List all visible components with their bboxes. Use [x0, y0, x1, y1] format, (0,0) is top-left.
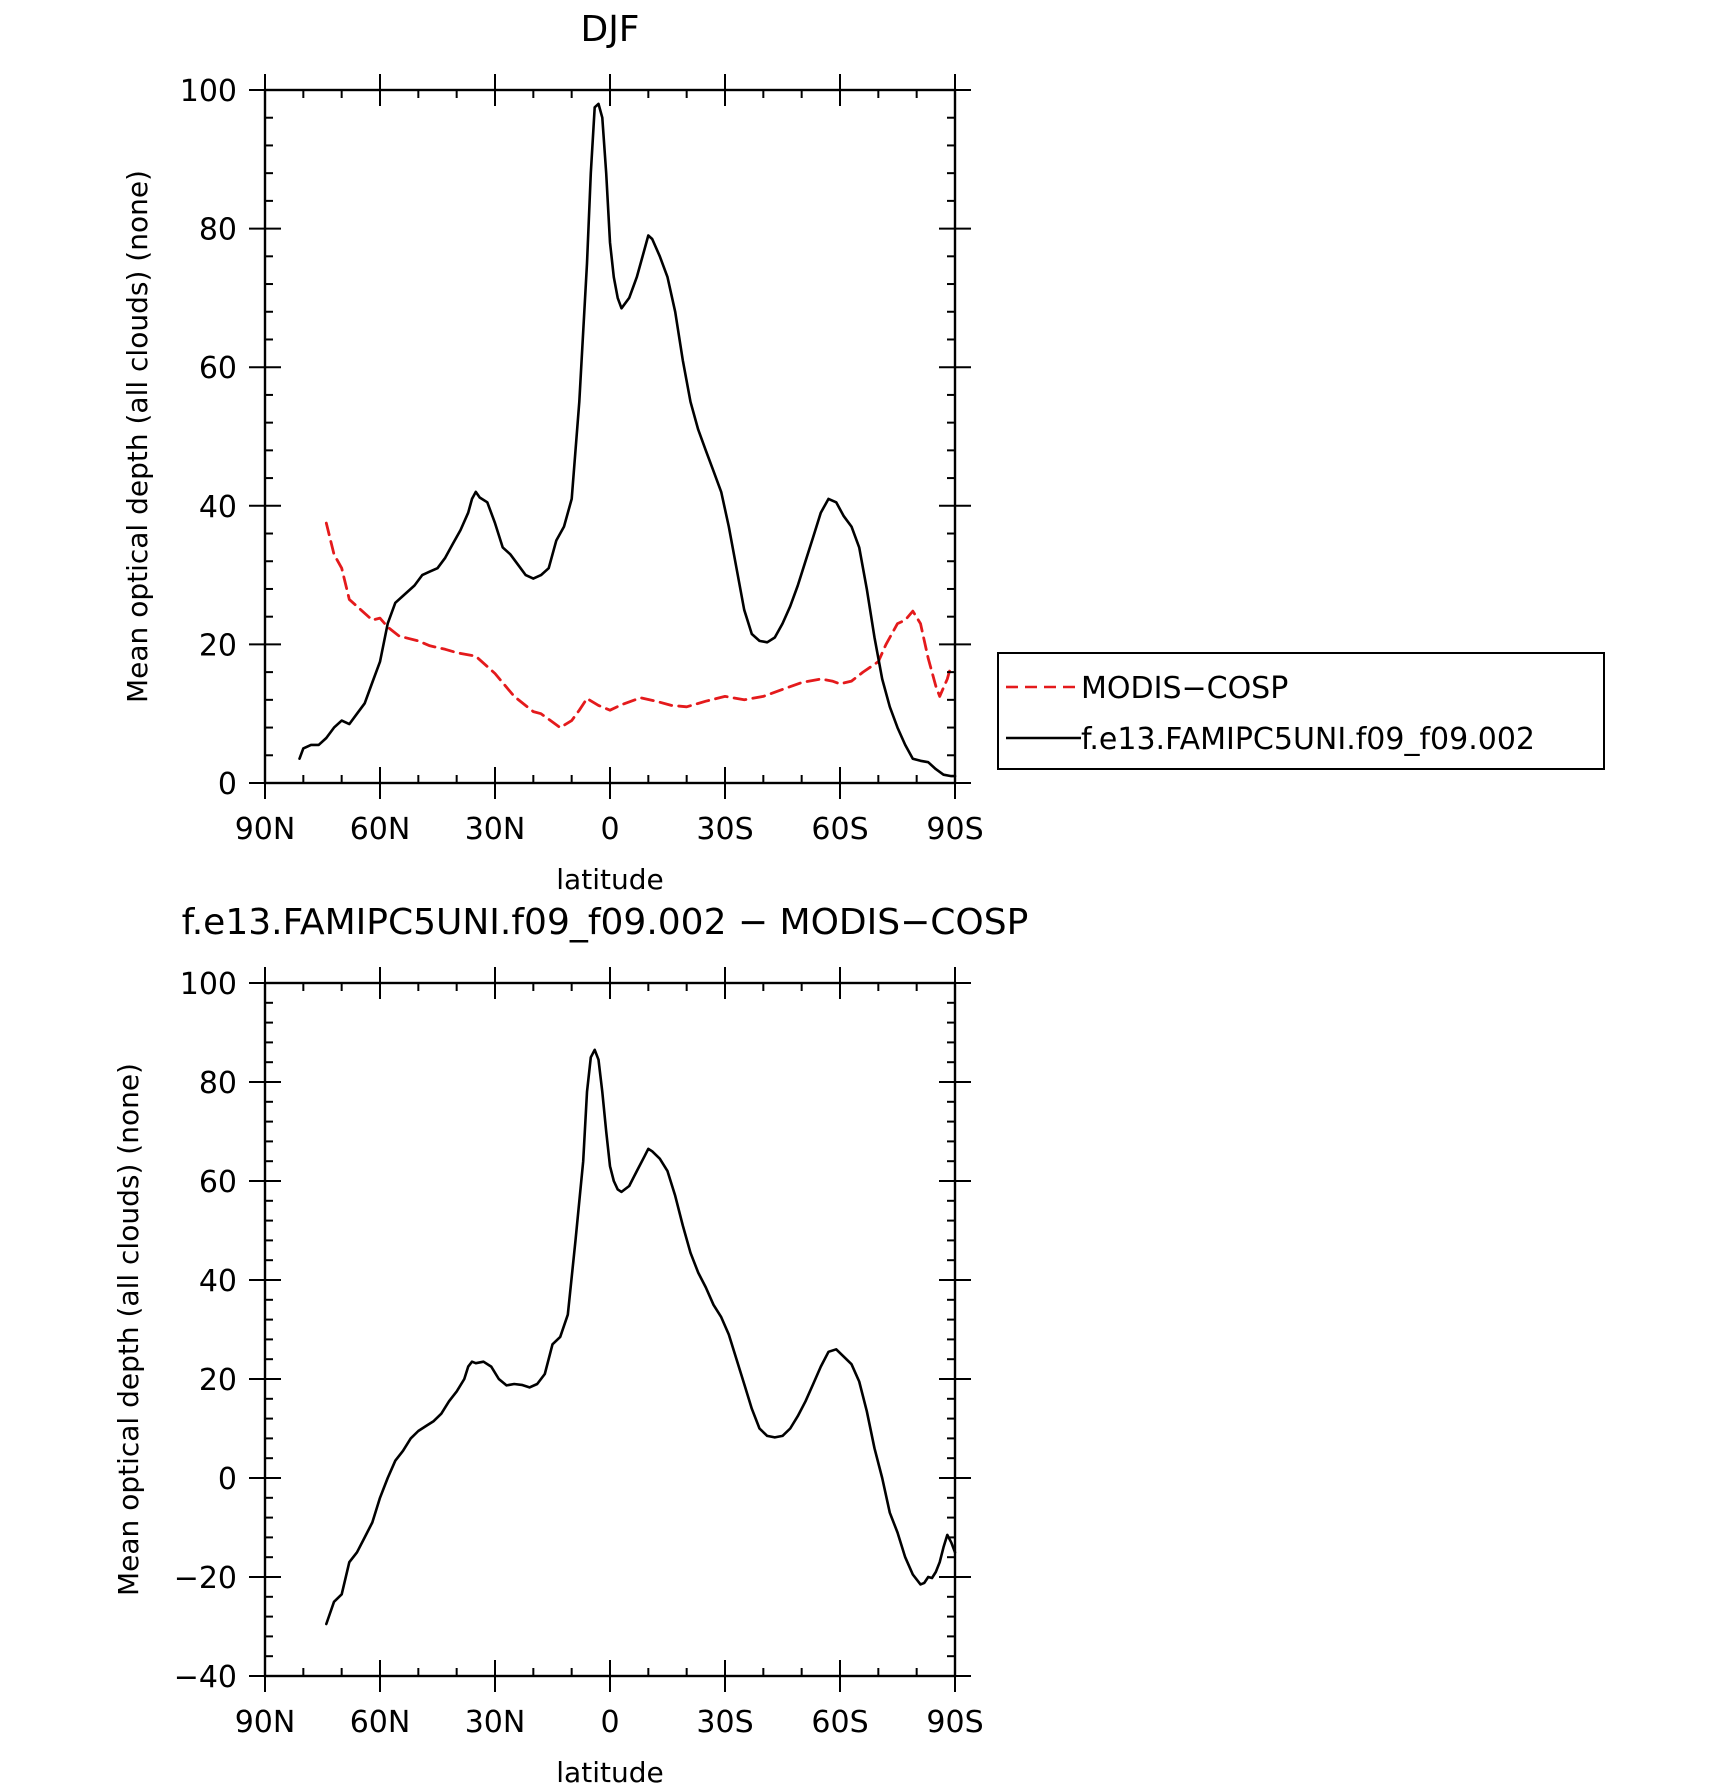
series-line-model: [298, 102, 957, 778]
plot-area: 90N 60N 30N 0 30S 60S 90S 0 20 40 60 80 100: [180, 74, 984, 847]
x-tick-label: 30N: [465, 812, 526, 847]
x-tick-label: 90N: [235, 812, 296, 847]
series-layer: [298, 102, 957, 778]
chart-panel-djf: DJF 90N 60N 30N 0 30S 60S 90S 0 20 40 60 80 100 lati…: [121, 9, 1605, 896]
chart-title: f.e13.FAMIPC5UNI.f09_f09.002 − MODIS−COS…: [182, 902, 1029, 943]
x-tick-label: 60N: [350, 1705, 411, 1740]
y-tick-label: 60: [199, 351, 237, 386]
y-tick-label: −20: [174, 1561, 237, 1596]
series-layer: [325, 1048, 957, 1626]
ticks: 90N 60N 30N 0 30S 60S 90S −40 −20 0 20 40 60 80 100: [174, 967, 984, 1740]
x-tick-label: 0: [600, 812, 619, 847]
chart-panel-difference: f.e13.FAMIPC5UNI.f09_f09.002 − MODIS−COS…: [112, 902, 1028, 1789]
y-tick-label: 20: [199, 1363, 237, 1398]
x-tick-label: 90S: [926, 1705, 983, 1740]
x-axis-label: latitude: [556, 1756, 663, 1789]
y-tick-label: 40: [199, 1264, 237, 1299]
legend-label-model: f.e13.FAMIPC5UNI.f09_f09.002: [1081, 722, 1535, 757]
legend: MODIS−COSP f.e13.FAMIPC5UNI.f09_f09.002: [997, 652, 1605, 770]
x-tick-label: 30S: [696, 1705, 753, 1740]
y-tick-label: −40: [174, 1660, 237, 1695]
y-tick-label: 80: [199, 1066, 237, 1101]
y-axis-label: Mean optical depth (all clouds) (none): [121, 170, 154, 703]
x-tick-label: 0: [600, 1705, 619, 1740]
y-tick-label: 60: [199, 1165, 237, 1200]
x-tick-label: 60S: [811, 812, 868, 847]
y-tick-label: 40: [199, 490, 237, 525]
chart-title: DJF: [580, 9, 639, 50]
y-tick-label: 100: [180, 967, 237, 1002]
y-tick-label: 20: [199, 628, 237, 663]
legend-label-modis-cosp: MODIS−COSP: [1081, 671, 1288, 706]
plot-area: 90N 60N 30N 0 30S 60S 90S −40 −20 0 20 40 60 80 100: [174, 967, 984, 1740]
y-tick-label: 0: [218, 767, 237, 802]
y-tick-label: 100: [180, 74, 237, 109]
y-tick-label: 0: [218, 1462, 237, 1497]
x-tick-label: 30N: [465, 1705, 526, 1740]
legend-box: [997, 652, 1605, 770]
x-tick-label: 90S: [926, 812, 983, 847]
series-line-difference: [325, 1048, 957, 1626]
x-tick-label: 90N: [235, 1705, 296, 1740]
y-tick-label: 80: [199, 213, 237, 248]
y-axis-label: Mean optical depth (all clouds) (none): [112, 1063, 145, 1596]
x-axis-label: latitude: [556, 863, 663, 896]
x-tick-label: 60N: [350, 812, 411, 847]
x-tick-label: 60S: [811, 1705, 868, 1740]
ticks: 90N 60N 30N 0 30S 60S 90S 0 20 40 60 80 100: [180, 74, 984, 847]
series-line-modis-cosp: [324, 521, 953, 729]
x-tick-label: 30S: [696, 812, 753, 847]
